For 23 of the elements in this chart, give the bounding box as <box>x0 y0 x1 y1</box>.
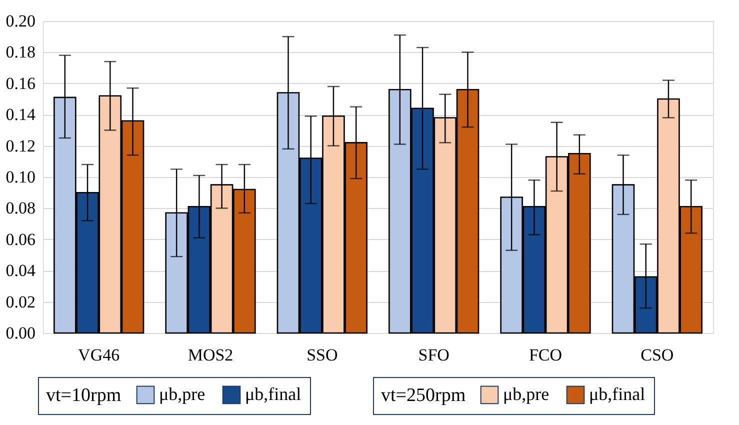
legend-label: μb,pre <box>503 384 550 404</box>
y-tick-label: 0.12 <box>6 136 36 156</box>
legend-label: μb,final <box>589 384 646 404</box>
legend-label: μb,final <box>245 384 302 404</box>
y-tick-label: 0.18 <box>6 42 36 62</box>
y-tick-label: 0.04 <box>6 261 36 280</box>
y-tick-label: 0.00 <box>6 324 36 342</box>
x-tick-label: SFO <box>418 346 450 364</box>
text: vt=250rpm <box>381 385 466 406</box>
y-tick-label: 0.14 <box>6 105 36 124</box>
legend-label: μb,pre <box>159 384 206 404</box>
y-tick-label: 0.10 <box>6 168 36 186</box>
x-tick-label: FCO <box>528 346 562 364</box>
y-tick-label: 0.06 <box>6 230 36 249</box>
y-tick-label: 0.08 <box>6 198 36 218</box>
text: vt=10rpm <box>46 385 122 406</box>
y-tick-label: 0.20 <box>6 12 36 30</box>
x-tick-label: SSO <box>306 346 338 364</box>
x-tick-label: CSO <box>640 346 674 364</box>
y-tick-label: 0.16 <box>6 74 36 93</box>
y-tick-label: 0.02 <box>6 292 36 312</box>
x-tick-label: VG46 <box>78 346 120 364</box>
x-tick-label: MOS2 <box>188 346 234 364</box>
